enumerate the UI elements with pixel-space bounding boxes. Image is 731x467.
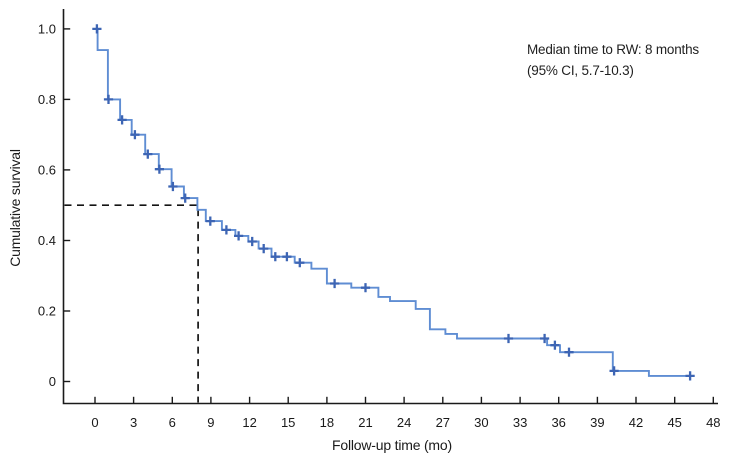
- censor-mark: [282, 252, 292, 262]
- censor-mark: [205, 216, 215, 226]
- censor-mark: [180, 193, 190, 203]
- censor-mark: [330, 278, 340, 289]
- x-axis-tick-label: 18: [320, 415, 334, 430]
- x-axis-tick-label: 45: [667, 415, 681, 430]
- x-axis-tick-label: 33: [513, 415, 527, 430]
- x-axis-tick-label: 9: [207, 415, 214, 430]
- censor-mark: [221, 225, 231, 235]
- median-annotation-line1: Median time to RW: 8 months: [527, 42, 699, 57]
- y-axis-tick-label: 0: [49, 374, 56, 389]
- censor-mark: [685, 371, 695, 381]
- y-axis-tick-label: 0.4: [38, 233, 56, 248]
- censor-mark: [295, 258, 305, 268]
- x-axis-title: Follow-up time (mo): [332, 437, 452, 453]
- censor-mark: [360, 283, 371, 293]
- x-axis-tick-label: 12: [242, 415, 256, 430]
- x-axis-tick-label: 36: [551, 415, 565, 430]
- x-axis-tick-label: 21: [358, 415, 372, 430]
- x-axis-tick-label: 30: [474, 415, 488, 430]
- median-reference-dashed-line: [64, 204, 199, 403]
- x-axis-tick-label: 15: [281, 415, 295, 430]
- x-axis-tick-label: 0: [91, 415, 98, 430]
- censor-mark: [259, 244, 269, 254]
- survival-curve: [95, 27, 692, 377]
- y-axis-tick-label: 0.8: [38, 92, 56, 107]
- y-axis-title: Cumulative survival: [7, 149, 23, 267]
- censor-mark: [117, 115, 127, 125]
- axis-lines: [62, 9, 718, 405]
- y-axis-tick-label: 0.6: [38, 162, 56, 177]
- y-axis-tick-label: 0.2: [38, 304, 56, 319]
- censor-mark: [270, 252, 280, 262]
- x-axis-tick-label: 48: [706, 415, 720, 430]
- censor-mark: [503, 333, 514, 344]
- y-axis-tick-label: 1.0: [38, 21, 56, 36]
- censor-mark: [609, 366, 619, 376]
- censor-mark: [130, 130, 140, 140]
- censor-mark: [540, 333, 550, 344]
- censor-mark: [564, 347, 574, 357]
- censor-mark: [92, 24, 102, 34]
- censor-mark: [550, 340, 560, 350]
- median-annotation-line2: (95% CI, 5.7-10.3): [527, 63, 634, 78]
- censor-mark: [168, 181, 178, 192]
- x-axis-tick-label: 42: [629, 415, 643, 430]
- x-axis-tick-label: 3: [130, 415, 137, 430]
- x-axis-tick-label: 39: [590, 415, 604, 430]
- censor-mark: [247, 236, 257, 247]
- x-axis-tick-label: 27: [436, 415, 450, 430]
- censor-mark: [154, 164, 164, 174]
- censor-mark: [234, 231, 244, 241]
- x-axis-tick-label: 6: [169, 415, 176, 430]
- censor-mark: [103, 94, 114, 104]
- x-axis-tick-label: 24: [397, 415, 411, 430]
- censor-mark: [143, 149, 153, 159]
- median-annotation: Median time to RW: 8 months (95% CI, 5.7…: [527, 39, 699, 81]
